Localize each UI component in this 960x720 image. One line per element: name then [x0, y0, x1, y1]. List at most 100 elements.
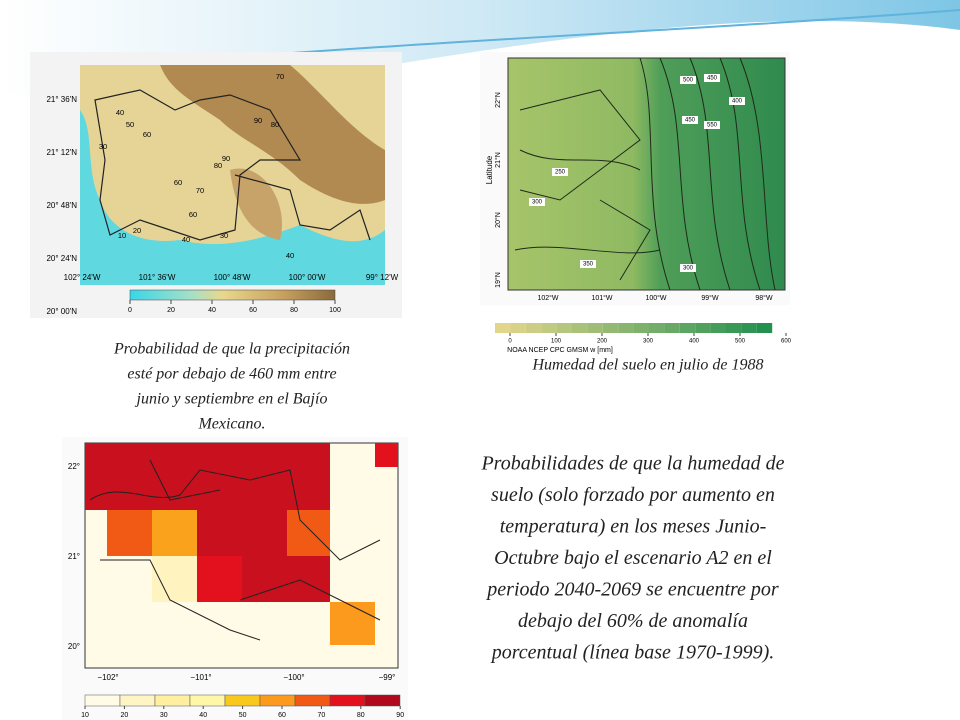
colorbar-cell: [259, 694, 296, 707]
label: 60: [143, 130, 151, 139]
colorbar-cell: [633, 323, 649, 333]
label: 550: [707, 123, 718, 129]
colorbar-cell: [741, 323, 757, 333]
colorbar-cell: [119, 694, 156, 707]
label: −101°: [190, 673, 211, 682]
label: 70: [196, 186, 204, 195]
label: 30: [160, 712, 168, 719]
label: 100: [329, 307, 341, 314]
cell: [85, 443, 330, 510]
label: 450: [707, 76, 718, 82]
label: 70: [276, 72, 284, 81]
label: junio y septiembre en el Bajío: [135, 391, 328, 408]
colorbar-cell: [329, 694, 366, 707]
label: 100: [551, 339, 562, 345]
colorbar-cell: [710, 323, 726, 333]
label: 80: [214, 161, 222, 170]
label: 20° 00'N: [46, 307, 77, 316]
colorbar-cell: [541, 323, 557, 333]
map-area: [507, 57, 786, 291]
map-2: [480, 52, 790, 333]
label: 40: [208, 307, 216, 314]
label: 60: [249, 307, 257, 314]
label: 500: [683, 78, 694, 84]
label: 300: [643, 339, 654, 345]
colorbar-cell: [618, 323, 634, 333]
label: debajo del 60% de anomalía: [518, 610, 748, 632]
label: 20: [167, 307, 175, 314]
label: 20°N: [494, 212, 502, 228]
colorbar-cell: [294, 694, 331, 707]
label: −99°: [379, 673, 396, 682]
label: 30: [99, 142, 107, 151]
label: 40: [182, 235, 190, 244]
label: 20: [121, 712, 129, 719]
colorbar-cell: [572, 323, 588, 333]
label: 60: [278, 712, 286, 719]
label: 450: [685, 118, 696, 124]
label: 300: [532, 200, 543, 206]
label: 100°W: [645, 294, 666, 302]
colorbar-cell: [556, 323, 572, 333]
contour-label-bg: [704, 121, 720, 129]
label: Probabilidades de que la humedad de: [480, 453, 784, 475]
label: NOAA NCEP CPC GMSM w [mm]: [507, 347, 613, 354]
label: 101° 36'W: [139, 273, 176, 282]
colorbar-cell: [510, 323, 526, 333]
label: 50: [239, 712, 247, 719]
border: [94, 89, 371, 241]
label: 400: [689, 339, 700, 345]
colorbar-cell: [649, 323, 665, 333]
colorbar-cell: [495, 323, 511, 333]
cell: [107, 510, 152, 556]
label: Probabilidad de que la precipitación: [113, 341, 350, 358]
label: 80: [271, 120, 279, 129]
contour-label-bg: [552, 168, 568, 176]
border: [89, 459, 381, 641]
cell: [375, 443, 398, 467]
cell: [197, 556, 242, 602]
cell: [152, 510, 197, 556]
colorbar-cell: [756, 323, 773, 333]
label: 22°N: [494, 92, 502, 108]
label: 40: [116, 108, 124, 117]
label: 20: [133, 226, 141, 235]
contour-label-bg: [729, 97, 745, 105]
label: Mexicano.: [197, 416, 265, 433]
label: periodo 2040-2069 se encuentre por: [485, 579, 779, 601]
label: 600: [781, 339, 792, 345]
label: 80: [290, 307, 298, 314]
label: 40: [286, 251, 294, 260]
map-3: [62, 437, 408, 720]
label: 102°W: [537, 294, 558, 302]
label: 80: [357, 712, 365, 719]
cell: [330, 602, 375, 645]
colorbar-cell: [726, 323, 742, 333]
label: 40: [199, 712, 207, 719]
map-1: [30, 52, 402, 318]
label: 100° 00'W: [289, 273, 326, 282]
label: 21°N: [494, 152, 502, 168]
label: 350: [583, 262, 594, 268]
label: 99°W: [701, 294, 719, 302]
label: 90: [254, 116, 262, 125]
map-fill: [160, 65, 385, 204]
label: 300: [683, 266, 694, 272]
contour: [514, 57, 776, 291]
contour-label-bg: [704, 74, 720, 82]
label: 20° 24'N: [46, 254, 77, 263]
colorbar-cell: [189, 694, 226, 707]
label: 100° 48'W: [214, 273, 251, 282]
label: 70: [318, 712, 326, 719]
swoosh-line: [199, 9, 960, 61]
label: 90: [222, 154, 230, 163]
label: Octubre bajo el escenario A2 en el: [494, 547, 772, 569]
colorbar-cell: [154, 694, 191, 707]
label: 60: [189, 210, 197, 219]
label: 30: [220, 231, 228, 240]
label: 10: [81, 712, 89, 719]
contour-label-bg: [682, 116, 698, 124]
label: 99° 12'W: [366, 273, 399, 282]
map-fill: [230, 168, 282, 240]
